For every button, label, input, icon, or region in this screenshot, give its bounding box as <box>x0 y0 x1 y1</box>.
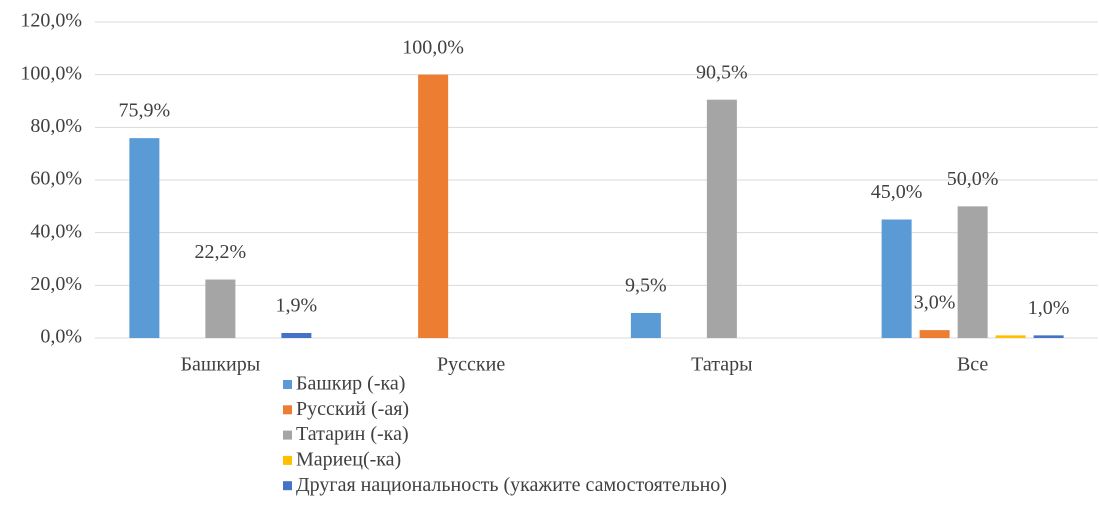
data-label: 9,5% <box>625 275 667 297</box>
bar <box>630 312 661 338</box>
legend-label: Башкир (-ка) <box>296 373 405 395</box>
x-tick-label: Русские <box>437 354 505 376</box>
bar <box>919 330 950 338</box>
legend-swatch <box>283 430 292 440</box>
data-label: 1,9% <box>276 295 318 317</box>
bar <box>706 99 737 338</box>
y-tick-label: 120,0% <box>20 10 82 32</box>
bar <box>129 138 160 338</box>
bar <box>957 206 988 338</box>
data-label: 22,2% <box>195 241 247 263</box>
y-tick-label: 20,0% <box>30 273 82 295</box>
bar <box>1033 335 1064 338</box>
data-label: 100,0% <box>402 36 464 58</box>
bar <box>205 279 236 338</box>
legend-label: Татарин (-ка) <box>296 423 409 445</box>
bar <box>995 335 1026 338</box>
y-tick-label: 0,0% <box>40 326 82 348</box>
legend-swatch <box>283 405 292 415</box>
data-label: 3,0% <box>914 292 956 314</box>
y-tick-label: 100,0% <box>20 62 82 84</box>
x-tick-label: Все <box>957 354 988 376</box>
legend-swatch <box>283 455 292 465</box>
y-tick-label: 60,0% <box>30 168 82 190</box>
legend-label: Другая национальность (укажите самостоят… <box>296 474 727 496</box>
data-label: 75,9% <box>119 100 171 122</box>
data-label: 50,0% <box>947 168 999 190</box>
y-tick-label: 80,0% <box>30 115 82 137</box>
x-tick-label: Башкиры <box>181 354 261 376</box>
legend-label: Мариец(-ка) <box>296 448 401 470</box>
data-label: 1,0% <box>1028 297 1070 319</box>
legend-label: Русский (-ая) <box>296 398 409 420</box>
y-tick-label: 40,0% <box>30 220 82 242</box>
data-label: 90,5% <box>696 61 748 83</box>
data-label: 45,0% <box>871 181 923 203</box>
legend-swatch <box>283 380 292 389</box>
legend-swatch <box>283 481 292 491</box>
bar <box>881 219 912 338</box>
bar <box>281 332 312 338</box>
x-tick-label: Татары <box>691 354 752 376</box>
bar <box>418 74 449 339</box>
